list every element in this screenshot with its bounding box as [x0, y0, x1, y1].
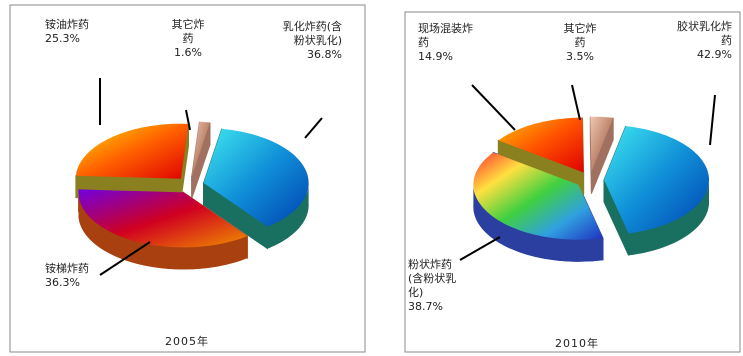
leader-line: [471, 84, 516, 131]
slice: [590, 116, 614, 172]
leader-line: [459, 236, 501, 261]
value-label: 36.8%: [307, 48, 342, 61]
chart-title: 2005年: [165, 335, 209, 348]
value-label: 36.3%: [45, 276, 80, 289]
leader-line: [571, 84, 581, 121]
chart-title: 2010年: [555, 337, 599, 350]
category-label: 其它炸药: [171, 18, 205, 45]
pie: [75, 121, 309, 270]
category-label: 乳化炸药(含粉状乳化): [282, 20, 342, 47]
value-label: 38.7%: [408, 300, 443, 313]
value-label: 14.9%: [418, 50, 453, 63]
leader-line: [99, 241, 151, 276]
category-label: 铵油炸药: [45, 18, 89, 31]
category-label: 铵梯炸药: [45, 262, 89, 275]
data-label: 乳化炸药(含粉状乳化) 36.8%: [280, 20, 342, 62]
slice-rim: [628, 179, 709, 256]
slice-rim: [473, 184, 603, 262]
value-label: 25.3%: [45, 32, 80, 45]
slice: [75, 123, 189, 179]
slice: [604, 126, 709, 234]
data-label: 其它炸药 3.5%: [560, 22, 600, 64]
slice: [498, 117, 584, 173]
category-label: 粉状炸药(含粉状乳化): [408, 258, 457, 299]
pie: [473, 116, 709, 262]
category-label: 其它炸药: [563, 22, 597, 49]
data-label: 现场混装炸药 14.9%: [418, 22, 478, 64]
data-label: 铵油炸药 25.3%: [45, 18, 95, 46]
slice: [473, 152, 603, 240]
slice: [191, 121, 210, 177]
slice-rim: [78, 192, 248, 270]
slice: [78, 189, 248, 248]
panel-border: [9, 4, 366, 353]
leader-line: [185, 109, 191, 131]
category-label: 胶状乳化炸药: [677, 20, 732, 47]
data-label: 粉状炸药(含粉状乳化) 38.7%: [408, 258, 466, 314]
value-label: 42.9%: [697, 48, 732, 61]
data-label: 铵梯炸药 36.3%: [45, 262, 95, 290]
leader-line: [709, 94, 716, 146]
value-label: 3.5%: [566, 50, 594, 63]
slice: [203, 128, 309, 227]
data-label: 胶状乳化炸药 42.9%: [672, 20, 732, 62]
leader-line: [304, 117, 323, 139]
category-label: 现场混装炸药: [418, 22, 473, 49]
value-label: 1.6%: [174, 46, 202, 59]
slice-rim: [267, 183, 309, 249]
panel-border: [404, 11, 741, 353]
data-label: 其它炸药 1.6%: [168, 18, 208, 60]
